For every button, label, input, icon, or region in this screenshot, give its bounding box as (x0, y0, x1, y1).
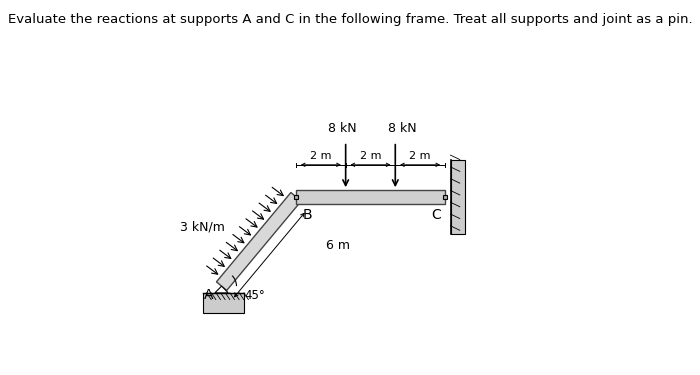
Text: 2 m: 2 m (310, 151, 332, 161)
Text: 45°: 45° (244, 289, 265, 302)
Polygon shape (216, 192, 301, 290)
Text: 2 m: 2 m (360, 151, 382, 161)
Polygon shape (215, 286, 228, 293)
Text: C: C (431, 208, 441, 222)
Text: B: B (302, 208, 312, 222)
Bar (442, 195, 447, 199)
Text: 8 kN: 8 kN (328, 122, 356, 135)
Bar (294, 195, 298, 199)
FancyBboxPatch shape (451, 160, 466, 234)
Text: 8 kN: 8 kN (389, 122, 417, 135)
Polygon shape (296, 190, 445, 204)
FancyBboxPatch shape (203, 293, 244, 313)
Text: 2 m: 2 m (410, 151, 431, 161)
Text: Evaluate the reactions at supports A and C in the following frame. Treat all sup: Evaluate the reactions at supports A and… (8, 12, 692, 26)
Text: 3 kN/m: 3 kN/m (181, 220, 225, 233)
Text: 6 m: 6 m (326, 239, 350, 252)
Text: A: A (204, 288, 214, 302)
